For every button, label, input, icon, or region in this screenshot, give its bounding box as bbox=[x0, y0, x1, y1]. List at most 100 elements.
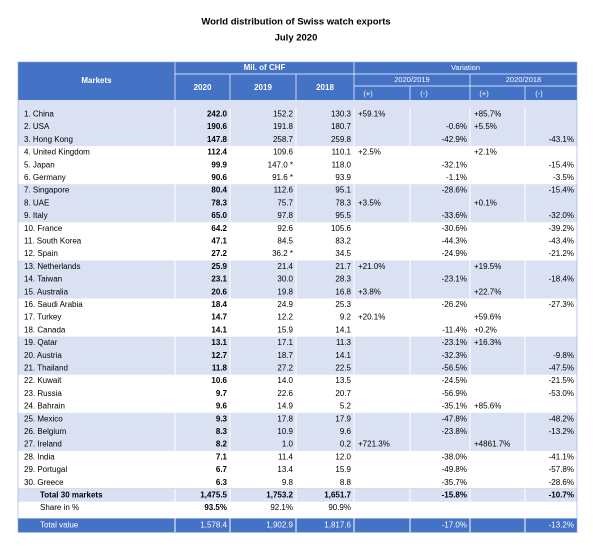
cell-value: 130.3 bbox=[331, 109, 352, 118]
cell-value: 47.1 bbox=[211, 236, 227, 245]
header-cell: 2020/2018 bbox=[506, 75, 541, 84]
cell-value: +5.5% bbox=[474, 122, 497, 131]
cell-value: -9.8% bbox=[553, 351, 574, 360]
cell-value: -17.0% bbox=[442, 521, 467, 530]
cell-value: +721.3% bbox=[358, 440, 390, 449]
cell-value: -26.2% bbox=[442, 300, 467, 309]
cell-value: 20.6 bbox=[211, 287, 227, 296]
row-bg bbox=[18, 108, 577, 121]
row-bg bbox=[18, 489, 577, 502]
cell-value: 16.8 bbox=[335, 287, 351, 296]
cell-value: 17.8 bbox=[277, 414, 293, 423]
cell-value: 9.6 bbox=[340, 427, 352, 436]
header-cell: 2020 bbox=[194, 83, 212, 92]
cell-value: 9.6 bbox=[216, 402, 228, 411]
row-bg bbox=[18, 336, 577, 350]
header-cell: (+) bbox=[479, 89, 489, 98]
cell-value: 14.0 bbox=[277, 376, 293, 385]
header-cell: Mil. of CHF bbox=[244, 63, 286, 72]
cell-value: -23.1% bbox=[442, 338, 467, 347]
cell-value: 14.7 bbox=[211, 313, 227, 322]
cell-value: -15.4% bbox=[549, 160, 574, 169]
cell-value: 12.7 bbox=[211, 351, 227, 360]
cell-value: -24.5% bbox=[442, 376, 467, 385]
cell-value: 110.1 bbox=[332, 148, 352, 157]
cell-value: +3.8% bbox=[358, 287, 381, 296]
cell-value: 36.2 * bbox=[272, 249, 293, 258]
cell-value: -32.3% bbox=[442, 351, 467, 360]
cell-value: -42.9% bbox=[442, 135, 467, 144]
row-bg bbox=[18, 438, 577, 451]
market-name: 20. Austria bbox=[24, 351, 62, 360]
market-name: 24. Bahrain bbox=[24, 402, 65, 411]
cell-value: -13.2% bbox=[549, 427, 574, 436]
market-name: 12. Spain bbox=[24, 249, 58, 258]
cell-value: 10.6 bbox=[211, 376, 227, 385]
cell-value: 8.2 bbox=[216, 440, 228, 449]
row-bg bbox=[18, 120, 577, 134]
cell-value: 75.7 bbox=[277, 198, 293, 207]
cell-value: 92.6 bbox=[277, 224, 293, 233]
cell-value: 5.2 bbox=[340, 402, 352, 411]
market-name: 14. Taiwan bbox=[24, 275, 62, 284]
market-name: 29. Portugal bbox=[24, 465, 67, 474]
cell-value: -21.2% bbox=[549, 249, 574, 258]
table-border bbox=[17, 61, 578, 533]
cell-value: -43.4% bbox=[549, 236, 574, 245]
cell-value: 13.1 bbox=[211, 338, 227, 347]
market-name: 7. Singapore bbox=[24, 186, 70, 195]
cell-value: -32.0% bbox=[549, 211, 574, 220]
cell-value: 19.8 bbox=[277, 287, 293, 296]
cell-value: +20.1% bbox=[358, 313, 385, 322]
market-name: 16. Saudi Arabia bbox=[24, 300, 83, 309]
cell-value: +19.5% bbox=[474, 262, 501, 271]
cell-value: -15.8% bbox=[442, 490, 467, 499]
cell-value: 25.9 bbox=[211, 262, 227, 271]
cell-value: -57.8% bbox=[549, 465, 574, 474]
market-name: 2. USA bbox=[24, 122, 50, 131]
cell-value: -35.1% bbox=[442, 402, 467, 411]
market-name: Share in % bbox=[40, 503, 79, 512]
market-name: 18. Canada bbox=[24, 325, 66, 334]
cell-value: -39.2% bbox=[549, 224, 574, 233]
cell-value: 1.0 bbox=[282, 440, 294, 449]
market-name: 15. Australia bbox=[24, 287, 69, 296]
cell-value: 27.2 bbox=[211, 249, 227, 258]
cell-value: 30.0 bbox=[277, 275, 293, 284]
cell-value: 97.8 bbox=[277, 211, 293, 220]
cell-value: 10.9 bbox=[277, 427, 293, 436]
cell-value: 191.8 bbox=[273, 122, 294, 131]
cell-value: -44.3% bbox=[442, 236, 467, 245]
cell-value: 17.1 bbox=[277, 338, 293, 347]
cell-value: 83.2 bbox=[335, 236, 351, 245]
cell-value: +22.7% bbox=[474, 287, 501, 296]
cell-value: 90.9% bbox=[328, 503, 351, 512]
cell-value: -49.8% bbox=[442, 465, 467, 474]
cell-value: 64.2 bbox=[211, 224, 227, 233]
cell-value: 14.1 bbox=[335, 325, 351, 334]
header-cell: 2020/2019 bbox=[394, 75, 429, 84]
market-name: 4. United Kingdom bbox=[24, 148, 90, 157]
row-bg bbox=[18, 184, 577, 197]
title: World distribution of Swiss watch export… bbox=[201, 17, 390, 28]
cell-value: 92.1% bbox=[270, 503, 293, 512]
cell-value: 152.2 bbox=[273, 109, 294, 118]
cell-value: 14.9 bbox=[277, 402, 293, 411]
cell-value: -47.8% bbox=[442, 414, 467, 423]
cell-value: -56.9% bbox=[442, 389, 467, 398]
cell-value: +2.5% bbox=[358, 148, 381, 157]
market-name: 10. France bbox=[24, 224, 63, 233]
market-name: 11. South Korea bbox=[24, 236, 82, 245]
cell-value: -21.5% bbox=[549, 376, 574, 385]
market-name: Total 30 markets bbox=[40, 490, 103, 499]
cell-value: 112.4 bbox=[207, 148, 227, 157]
cell-value: 6.3 bbox=[216, 478, 228, 487]
cell-value: -41.1% bbox=[549, 452, 574, 461]
cell-value: -48.2% bbox=[549, 414, 574, 423]
cell-value: 11.3 bbox=[336, 338, 352, 347]
market-name: 21. Thailand bbox=[24, 363, 68, 372]
cell-value: -56.5% bbox=[442, 363, 467, 372]
header-cell: Variation bbox=[451, 63, 480, 72]
market-name: 6. Germany bbox=[24, 173, 66, 182]
cell-value: 9.7 bbox=[216, 389, 228, 398]
